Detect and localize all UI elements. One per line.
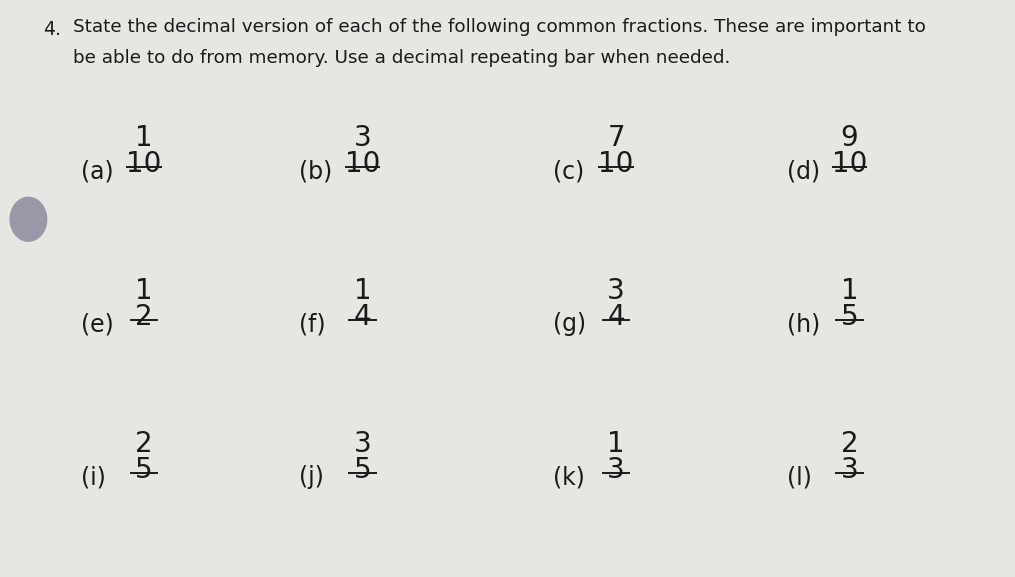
Text: 5: 5 — [135, 456, 153, 484]
Text: (d): (d) — [787, 159, 820, 183]
Text: (k): (k) — [553, 465, 585, 489]
Text: (h): (h) — [787, 312, 820, 336]
Text: 3: 3 — [607, 278, 625, 305]
Text: (g): (g) — [553, 312, 587, 336]
Text: 2: 2 — [135, 430, 153, 458]
Text: (a): (a) — [81, 159, 114, 183]
Text: 10: 10 — [832, 151, 867, 178]
Text: (l): (l) — [787, 465, 812, 489]
Text: 3: 3 — [353, 430, 371, 458]
Text: 4: 4 — [607, 304, 625, 331]
Text: 10: 10 — [599, 151, 633, 178]
Text: 1: 1 — [135, 278, 153, 305]
Text: 5: 5 — [353, 456, 371, 484]
Ellipse shape — [10, 197, 47, 241]
Text: State the decimal version of each of the following common fractions. These are i: State the decimal version of each of the… — [73, 18, 926, 36]
Text: 5: 5 — [840, 304, 859, 331]
Text: (c): (c) — [553, 159, 585, 183]
Text: (j): (j) — [299, 465, 325, 489]
Text: (b): (b) — [299, 159, 333, 183]
Text: 2: 2 — [135, 304, 153, 331]
Text: 9: 9 — [840, 125, 859, 152]
Text: 1: 1 — [840, 278, 859, 305]
Text: 10: 10 — [127, 151, 161, 178]
Text: (e): (e) — [81, 312, 114, 336]
Text: 2: 2 — [840, 430, 859, 458]
Text: be able to do from memory. Use a decimal repeating bar when needed.: be able to do from memory. Use a decimal… — [73, 49, 731, 67]
Text: 7: 7 — [607, 125, 625, 152]
Text: 10: 10 — [345, 151, 380, 178]
Text: 3: 3 — [607, 456, 625, 484]
Text: 4: 4 — [353, 304, 371, 331]
Text: 1: 1 — [607, 430, 625, 458]
Text: (i): (i) — [81, 465, 107, 489]
Text: 3: 3 — [840, 456, 859, 484]
Text: 4.: 4. — [43, 20, 61, 39]
Text: (f): (f) — [299, 312, 326, 336]
Text: 1: 1 — [135, 125, 153, 152]
Text: 3: 3 — [353, 125, 371, 152]
Text: 1: 1 — [353, 278, 371, 305]
